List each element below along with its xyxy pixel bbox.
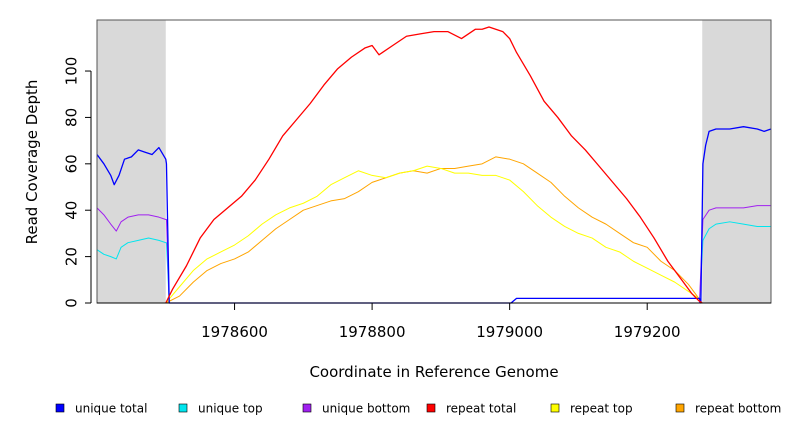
shaded-regions bbox=[97, 20, 771, 303]
series-unique-total bbox=[96, 126, 772, 304]
legend-label: unique total bbox=[75, 402, 147, 416]
legend-label: unique bottom bbox=[322, 402, 410, 416]
legend-item-unique-top: unique top bbox=[178, 402, 263, 416]
legend-swatch bbox=[55, 403, 65, 413]
y-tick-label: 40 bbox=[62, 201, 80, 220]
y-tick-label: 60 bbox=[62, 154, 80, 173]
x-tick-label: 1978600 bbox=[201, 323, 268, 341]
legend-item-unique-total: unique total bbox=[55, 402, 147, 416]
legend-label: repeat top bbox=[570, 402, 633, 416]
legend-swatch bbox=[178, 403, 188, 413]
x-tick-label: 1979000 bbox=[476, 323, 543, 341]
legend-swatch bbox=[550, 403, 560, 413]
series-repeat-total bbox=[165, 26, 703, 304]
y-tick-label: 100 bbox=[62, 57, 80, 86]
series-unique-bottom bbox=[96, 205, 771, 304]
x-axis: 1978600 1978800 1979000 1979200 bbox=[97, 302, 771, 341]
legend-item-repeat-bottom: repeat bottom bbox=[675, 402, 781, 416]
legend-label: unique top bbox=[198, 402, 263, 416]
series-unique-top bbox=[96, 221, 771, 304]
legend-swatch bbox=[675, 403, 685, 413]
series-lines bbox=[96, 26, 772, 304]
x-axis-title: Coordinate in Reference Genome bbox=[309, 363, 558, 381]
legend: unique total unique top unique bottom repea… bbox=[55, 402, 781, 416]
legend-swatch bbox=[302, 403, 312, 413]
y-tick-label: 80 bbox=[62, 108, 80, 127]
x-tick-label: 1979200 bbox=[614, 323, 681, 341]
y-axis: 0 20 40 60 80 100 bbox=[62, 57, 92, 308]
shaded-region-2 bbox=[702, 20, 771, 303]
legend-label: repeat bottom bbox=[695, 402, 781, 416]
legend-item-repeat-top: repeat top bbox=[550, 402, 633, 416]
legend-swatch bbox=[426, 403, 436, 413]
legend-label: repeat total bbox=[446, 402, 516, 416]
y-tick-label: 0 bbox=[62, 298, 80, 308]
x-tick-label: 1978800 bbox=[339, 323, 406, 341]
series-repeat-bottom bbox=[165, 156, 703, 304]
legend-item-repeat-total: repeat total bbox=[426, 402, 516, 416]
series-repeat-top bbox=[165, 165, 700, 304]
y-tick-label: 20 bbox=[62, 247, 80, 266]
plot-frame bbox=[96, 19, 772, 304]
y-axis-title: Read Coverage Depth bbox=[23, 80, 41, 245]
shaded-region-1 bbox=[97, 20, 166, 303]
legend-item-unique-bottom: unique bottom bbox=[302, 402, 410, 416]
